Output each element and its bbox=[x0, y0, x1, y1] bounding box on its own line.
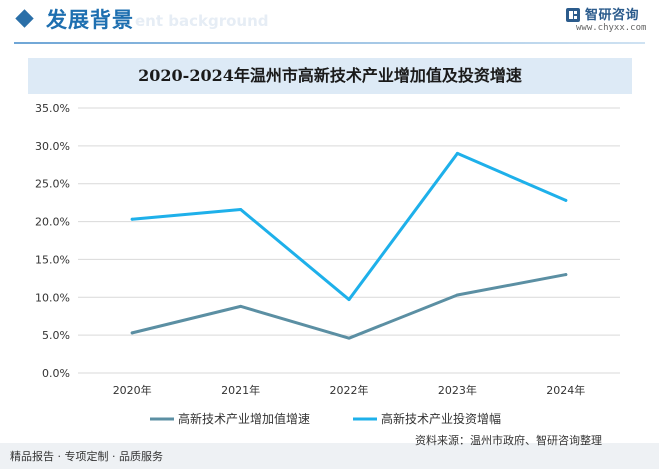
chart-title: 2020-2024年温州市高新技术产业增加值及投资增速 bbox=[138, 66, 522, 85]
x-axis-ticks: 2020年 2021年 2022年 2023年 2024年 bbox=[113, 383, 586, 397]
data-point bbox=[564, 273, 568, 277]
y-tick-label: 30.0% bbox=[35, 140, 70, 153]
source-note: 资料来源：温州市政府、智研咨询整理 bbox=[415, 434, 602, 447]
section-title: 发展背景 bbox=[46, 8, 134, 32]
data-point bbox=[130, 331, 134, 335]
y-tick-label: 35.0% bbox=[35, 102, 70, 115]
data-point bbox=[239, 304, 243, 308]
data-point bbox=[564, 198, 568, 202]
grid-lines bbox=[78, 107, 620, 374]
y-tick-label: 20.0% bbox=[35, 216, 70, 229]
brand-name: 智研咨询 bbox=[585, 8, 640, 23]
footer-tagline: 精品报告 · 专项定制 · 品质服务 bbox=[10, 450, 163, 463]
footer-bar bbox=[0, 443, 659, 469]
y-tick-label: 5.0% bbox=[42, 329, 70, 342]
header-divider bbox=[14, 42, 645, 44]
brand-url: www.chyxx.com bbox=[576, 23, 647, 33]
x-tick-label: 2024年 bbox=[546, 383, 585, 397]
series-lines bbox=[130, 151, 568, 340]
chart-title-band bbox=[28, 58, 632, 94]
x-tick-label: 2022年 bbox=[330, 383, 369, 397]
data-point bbox=[347, 336, 351, 340]
data-point bbox=[455, 293, 459, 297]
section-header: ent background 发展背景 智研咨询 www.chyxx.com bbox=[0, 0, 659, 44]
data-point bbox=[239, 207, 243, 211]
legend: 高新技术产业增加值增速 高新技术产业投资增幅 bbox=[150, 411, 501, 426]
y-tick-label: 25.0% bbox=[35, 178, 70, 191]
y-tick-label: 10.0% bbox=[35, 291, 70, 304]
y-tick-label: 15.0% bbox=[35, 253, 70, 266]
series-line-2 bbox=[130, 151, 568, 302]
series-line-1 bbox=[130, 273, 568, 340]
x-tick-label: 2021年 bbox=[221, 383, 260, 397]
y-tick-label: 0.0% bbox=[42, 367, 70, 380]
x-tick-label: 2023年 bbox=[438, 383, 477, 397]
data-point bbox=[130, 217, 134, 221]
data-point bbox=[347, 298, 351, 302]
brand-logo-icon bbox=[566, 8, 580, 22]
x-tick-label: 2020年 bbox=[113, 383, 152, 397]
legend-label: 高新技术产业增加值增速 bbox=[178, 411, 310, 426]
data-point bbox=[455, 151, 459, 155]
y-axis-ticks: 0.0% 5.0% 10.0% 15.0% 20.0% 25.0% 30.0% 35.0% bbox=[35, 102, 70, 380]
legend-label: 高新技术产业投资增幅 bbox=[381, 411, 501, 426]
section-subtitle: ent background bbox=[135, 12, 269, 30]
